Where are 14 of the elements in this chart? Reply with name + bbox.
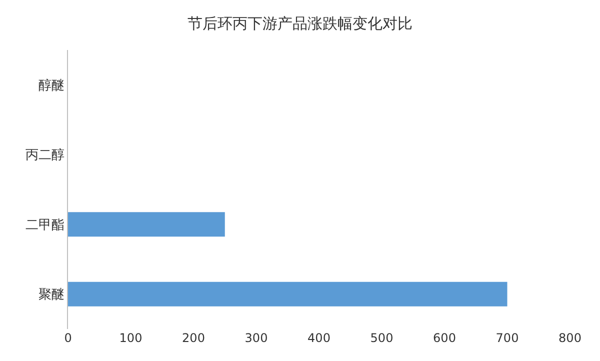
y-tick-label: 聚醚 <box>38 288 64 303</box>
x-tick-label: 200 <box>182 331 205 345</box>
x-tick-label: 400 <box>308 331 330 345</box>
y-tick-label: 醇醚 <box>38 78 64 94</box>
y-tick-label: 二甲酯 <box>25 218 64 233</box>
x-tick-label: 0 <box>64 331 72 345</box>
y-tick-label: 丙二醇 <box>25 148 64 164</box>
x-tick-label: 300 <box>244 331 268 345</box>
x-tick-label: 700 <box>496 331 519 345</box>
x-tick-label: 800 <box>558 331 582 345</box>
x-tick-label: 600 <box>433 331 456 345</box>
chart-title: 节后环丙下游产品涨跌幅变化对比 <box>188 14 412 33</box>
x-tick-label: 500 <box>370 331 394 345</box>
x-tick-label: 100 <box>119 331 142 345</box>
